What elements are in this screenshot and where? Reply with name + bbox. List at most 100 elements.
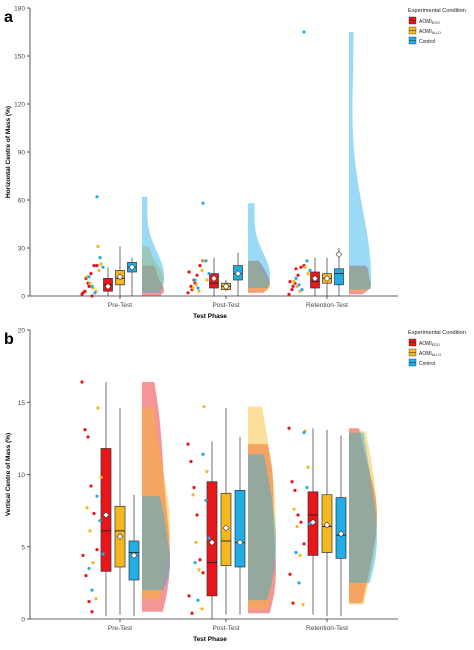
x-tick-label: Pre-Test — [108, 625, 132, 632]
legend-label: Control — [419, 361, 435, 367]
data-point — [87, 275, 91, 279]
data-point — [299, 265, 303, 269]
data-point — [189, 459, 193, 464]
density-cloud — [142, 265, 164, 296]
legend-label-main: Control — [419, 361, 435, 367]
y-tick-label: 15 — [18, 400, 26, 407]
data-point — [201, 452, 205, 456]
data-point — [81, 553, 85, 558]
data-point — [302, 542, 306, 546]
mean-marker — [128, 263, 136, 271]
box — [206, 481, 218, 597]
data-point — [89, 272, 93, 276]
legend-label-main: Control — [419, 39, 435, 45]
data-point — [187, 594, 191, 598]
data-point — [299, 520, 303, 524]
data-point — [201, 571, 205, 575]
x-tick-label: Pre-Test — [108, 302, 132, 309]
data-point — [83, 428, 87, 432]
data-point — [98, 256, 102, 260]
data-point — [294, 550, 298, 555]
mean-marker — [337, 530, 345, 538]
series-0 — [80, 257, 371, 298]
data-point — [287, 426, 291, 430]
legend-label-subscript: EGO — [432, 21, 440, 25]
box — [234, 490, 246, 568]
mean-marker — [130, 551, 138, 559]
y-tick-label: 30 — [18, 246, 26, 253]
series-2 — [87, 30, 371, 296]
data-point — [96, 244, 100, 248]
mean-marker — [102, 511, 110, 519]
mean-marker — [234, 270, 242, 278]
data-point — [196, 286, 200, 290]
data-point — [295, 524, 299, 529]
panel-label-a: a — [4, 9, 13, 26]
data-point — [99, 475, 103, 479]
x-tick-label: Post-Test — [212, 625, 239, 632]
data-point — [297, 581, 301, 585]
y-tick-label: 0 — [21, 617, 25, 624]
legend-title: Experimental Condition — [408, 8, 466, 14]
data-point — [296, 273, 300, 277]
data-point — [198, 558, 202, 562]
data-point — [291, 284, 295, 288]
data-point — [194, 283, 198, 287]
data-point — [290, 288, 294, 292]
panel-a: a 0 30 60 90 120 150 180 Horizontal Centre of Ma… — [4, 6, 466, 321]
data-point — [95, 264, 99, 268]
data-point — [200, 607, 204, 611]
data-point — [190, 611, 194, 615]
data-point — [201, 201, 205, 205]
data-point — [186, 291, 190, 295]
density-cloud — [248, 454, 276, 601]
data-point — [88, 529, 92, 533]
data-point — [93, 291, 97, 295]
data-point — [198, 264, 202, 268]
series-1 — [85, 404, 377, 617]
series-0 — [80, 380, 377, 619]
data-point — [287, 292, 291, 296]
mean-marker — [311, 274, 319, 282]
legend-label-main: AOMI — [419, 341, 432, 347]
data-point — [90, 610, 94, 614]
data-point — [95, 494, 99, 498]
data-point — [95, 548, 99, 552]
box — [100, 448, 112, 572]
data-point — [300, 288, 304, 292]
y-axis-title: Horizontal Centre of Mass (%) — [5, 106, 12, 198]
data-point — [94, 597, 98, 601]
data-point — [89, 484, 93, 488]
mean-marker — [222, 524, 230, 532]
mean-marker — [323, 274, 331, 282]
y-tick-label: 0 — [21, 294, 25, 301]
mean-marker — [208, 538, 216, 546]
y-tick-label: 20 — [18, 328, 26, 335]
panel-b: b 0 5 10 15 20 Vertical Centre of Mass (%) Pre-… — [4, 328, 466, 644]
data-point — [292, 280, 296, 284]
data-point — [288, 280, 292, 284]
mean-marker — [323, 521, 331, 529]
data-point — [290, 480, 294, 484]
data-point — [186, 442, 190, 446]
legend-label-main: AOMI — [419, 19, 432, 25]
data-point — [207, 536, 211, 540]
y-tick-label: 120 — [14, 102, 25, 109]
data-point — [90, 284, 94, 288]
mean-marker — [104, 282, 112, 290]
data-point — [92, 511, 96, 516]
legend-label: AOMIALLO — [419, 351, 441, 357]
data-point — [87, 600, 91, 604]
density-cloud — [142, 496, 170, 591]
density-cloud — [349, 267, 371, 292]
legend-label: Control — [419, 39, 435, 45]
data-point — [305, 485, 309, 490]
y-tick-label: 150 — [14, 54, 25, 61]
data-point — [92, 264, 96, 268]
y-tick-label: 90 — [18, 150, 26, 157]
data-point — [101, 552, 105, 556]
data-point — [288, 572, 292, 576]
data-point — [306, 465, 310, 469]
